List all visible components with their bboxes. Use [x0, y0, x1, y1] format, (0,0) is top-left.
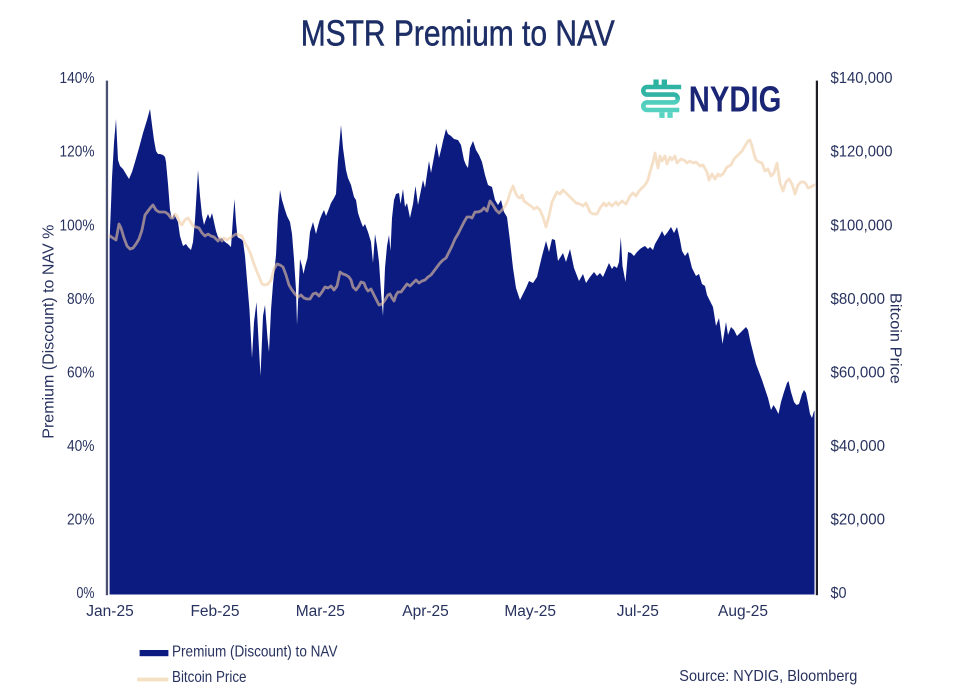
svg-text:$20,000: $20,000	[831, 512, 886, 529]
svg-text:80%: 80%	[67, 291, 95, 308]
svg-text:$0: $0	[831, 585, 847, 602]
svg-text:$60,000: $60,000	[831, 364, 886, 381]
svg-text:Jul-25: Jul-25	[617, 603, 659, 620]
svg-text:Bitcoin Price: Bitcoin Price	[172, 669, 247, 686]
svg-text:40%: 40%	[67, 438, 95, 455]
svg-text:$40,000: $40,000	[831, 438, 886, 455]
svg-text:20%: 20%	[67, 512, 95, 529]
svg-text:Jan-25: Jan-25	[86, 603, 133, 620]
svg-text:Premium (Discount) to NAV %: Premium (Discount) to NAV %	[41, 224, 58, 438]
svg-text:100%: 100%	[60, 217, 95, 234]
svg-text:$140,000: $140,000	[831, 70, 893, 87]
svg-text:$100,000: $100,000	[831, 217, 893, 234]
svg-text:0%: 0%	[77, 585, 95, 602]
svg-text:Apr-25: Apr-25	[402, 603, 449, 620]
svg-text:$120,000: $120,000	[831, 144, 893, 161]
svg-text:120%: 120%	[60, 144, 95, 161]
svg-text:Bitcoin Price: Bitcoin Price	[887, 293, 904, 384]
svg-text:May-25: May-25	[504, 603, 556, 620]
svg-text:NYDIG: NYDIG	[689, 79, 782, 120]
svg-text:60%: 60%	[67, 364, 95, 381]
svg-text:MSTR Premium to NAV: MSTR Premium to NAV	[301, 13, 615, 54]
svg-text:Premium (Discount) to NAV: Premium (Discount) to NAV	[172, 644, 338, 661]
svg-text:Aug-25: Aug-25	[718, 603, 768, 620]
svg-text:Feb-25: Feb-25	[190, 603, 239, 620]
svg-text:Mar-25: Mar-25	[296, 603, 345, 620]
svg-text:Source: NYDIG, Bloomberg: Source: NYDIG, Bloomberg	[679, 668, 857, 685]
svg-text:$80,000: $80,000	[831, 291, 886, 308]
svg-text:140%: 140%	[60, 70, 95, 87]
